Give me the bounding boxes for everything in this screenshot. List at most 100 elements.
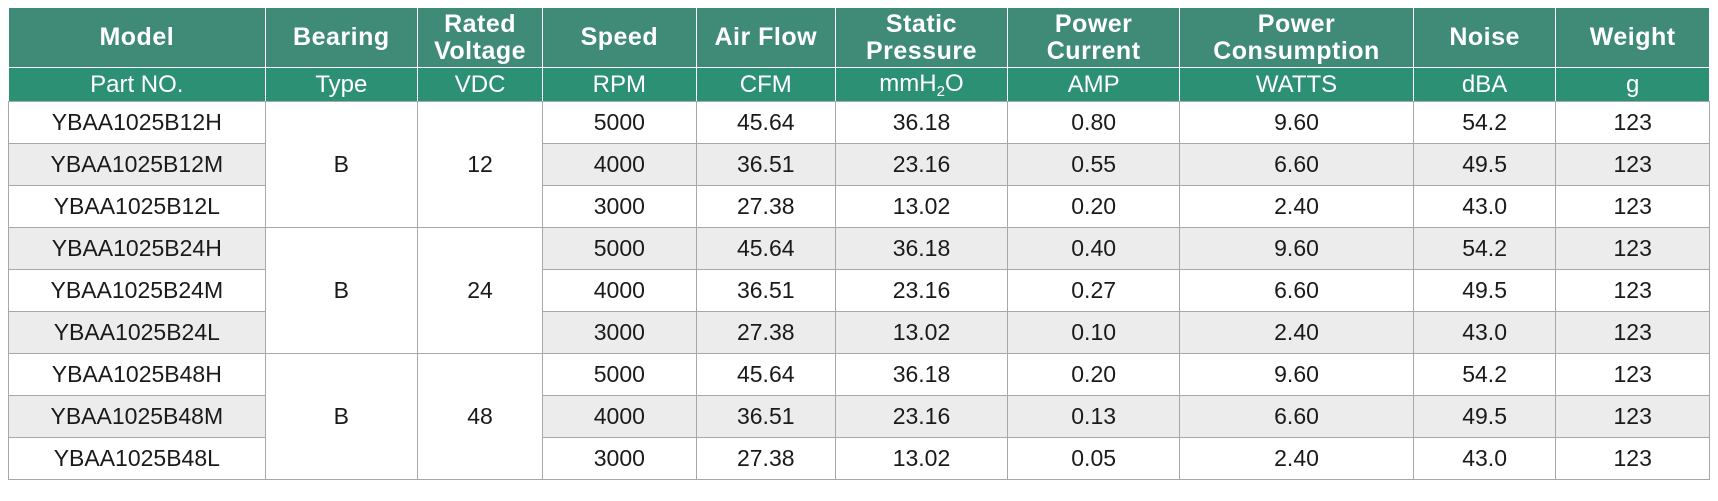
- header-power-consumption: Power Consumption: [1179, 7, 1414, 68]
- noise-cell: 54.2: [1412, 227, 1557, 270]
- bearing-cell: B: [264, 353, 419, 480]
- airflow-cell: 27.38: [695, 311, 836, 354]
- noise-cell: 49.5: [1412, 269, 1557, 312]
- pressure-cell: 13.02: [834, 311, 1009, 354]
- pressure-cell: 36.18: [834, 101, 1009, 144]
- weight-cell: 123: [1555, 143, 1710, 186]
- noise-cell: 54.2: [1412, 101, 1557, 144]
- table-row: YBAA1025B24H B 24 5000 45.64 36.18 0.40 …: [8, 227, 1710, 354]
- fan-spec-table: Model Bearing Rated Voltage Speed Air Flo…: [8, 7, 1710, 480]
- table-row: YBAA1025B48H B 48 5000 45.64 36.18 0.20 …: [8, 353, 1710, 480]
- unit-part-no: Part NO.: [8, 67, 266, 102]
- noise-cell: 43.0: [1412, 185, 1557, 228]
- power-cell: 2.40: [1179, 311, 1414, 354]
- power-cell: 9.60: [1179, 227, 1414, 270]
- pressure-cell: 23.16: [834, 395, 1009, 438]
- speed-cell: 4000: [542, 269, 697, 312]
- table-row: YBAA1025B12H B 12 5000 45.64 36.18 0.80 …: [8, 101, 1710, 228]
- noise-cell: 43.0: [1412, 311, 1557, 354]
- table-row: YBAA1025B24L 3000 27.38 13.02 0.10 2.40 …: [8, 311, 1710, 354]
- speed-cell: 3000: [542, 437, 697, 480]
- pressure-cell: 36.18: [834, 353, 1009, 396]
- speed-cell: 5000: [542, 353, 697, 396]
- current-cell: 0.05: [1007, 437, 1181, 480]
- noise-cell: 49.5: [1412, 143, 1557, 186]
- airflow-cell: 36.51: [695, 143, 836, 186]
- model-cell: YBAA1025B12H: [8, 101, 266, 144]
- unit-mmh2o: mmH2O: [834, 67, 1009, 102]
- noise-cell: 43.0: [1412, 437, 1557, 480]
- weight-cell: 123: [1555, 311, 1710, 354]
- airflow-cell: 45.64: [695, 101, 836, 144]
- weight-cell: 123: [1555, 185, 1710, 228]
- weight-cell: 123: [1555, 227, 1710, 270]
- unit-row: Part NO. Type VDC RPM CFM mmH2O AMP WATT…: [8, 67, 1710, 102]
- weight-cell: 123: [1555, 353, 1710, 396]
- power-cell: 6.60: [1179, 269, 1414, 312]
- pressure-cell: 23.16: [834, 269, 1009, 312]
- weight-cell: 123: [1555, 101, 1710, 144]
- speed-cell: 5000: [542, 227, 697, 270]
- unit-cfm: CFM: [695, 67, 836, 102]
- header-air-flow: Air Flow: [695, 7, 836, 68]
- header-static-pressure: Static Pressure: [834, 7, 1009, 68]
- pressure-cell: 23.16: [834, 143, 1009, 186]
- model-cell: YBAA1025B24L: [8, 311, 266, 354]
- header-noise: Noise: [1412, 7, 1557, 68]
- voltage-cell: 24: [417, 227, 544, 354]
- model-cell: YBAA1025B24H: [8, 227, 266, 270]
- bearing-cell: B: [264, 227, 419, 354]
- unit-dba: dBA: [1412, 67, 1557, 102]
- table-row: YBAA1025B24M 4000 36.51 23.16 0.27 6.60 …: [8, 269, 1710, 312]
- voltage-cell: 12: [417, 101, 544, 228]
- weight-cell: 123: [1555, 395, 1710, 438]
- header-power-current: Power Current: [1007, 7, 1181, 68]
- speed-cell: 3000: [542, 311, 697, 354]
- unit-rpm: RPM: [542, 67, 697, 102]
- weight-cell: 123: [1555, 269, 1710, 312]
- speed-cell: 4000: [542, 395, 697, 438]
- speed-cell: 4000: [542, 143, 697, 186]
- power-cell: 6.60: [1179, 143, 1414, 186]
- current-cell: 0.20: [1007, 353, 1181, 396]
- power-cell: 6.60: [1179, 395, 1414, 438]
- airflow-cell: 45.64: [695, 227, 836, 270]
- unit-g: g: [1555, 67, 1710, 102]
- model-cell: YBAA1025B24M: [8, 269, 266, 312]
- power-cell: 2.40: [1179, 185, 1414, 228]
- noise-cell: 54.2: [1412, 353, 1557, 396]
- model-cell: YBAA1025B48H: [8, 353, 266, 396]
- current-cell: 0.55: [1007, 143, 1181, 186]
- voltage-cell: 48: [417, 353, 544, 480]
- current-cell: 0.80: [1007, 101, 1181, 144]
- power-cell: 9.60: [1179, 353, 1414, 396]
- header-speed: Speed: [542, 7, 697, 68]
- pressure-cell: 13.02: [834, 437, 1009, 480]
- unit-type: Type: [264, 67, 419, 102]
- model-cell: YBAA1025B48L: [8, 437, 266, 480]
- power-cell: 2.40: [1179, 437, 1414, 480]
- airflow-cell: 36.51: [695, 395, 836, 438]
- unit-amp: AMP: [1007, 67, 1181, 102]
- noise-cell: 49.5: [1412, 395, 1557, 438]
- header-rated-voltage: Rated Voltage: [417, 7, 544, 68]
- current-cell: 0.20: [1007, 185, 1181, 228]
- speed-cell: 3000: [542, 185, 697, 228]
- airflow-cell: 36.51: [695, 269, 836, 312]
- header-row: Model Bearing Rated Voltage Speed Air Flo…: [8, 7, 1710, 68]
- airflow-cell: 45.64: [695, 353, 836, 396]
- model-cell: YBAA1025B12M: [8, 143, 266, 186]
- weight-cell: 123: [1555, 437, 1710, 480]
- pressure-cell: 36.18: [834, 227, 1009, 270]
- current-cell: 0.10: [1007, 311, 1181, 354]
- current-cell: 0.27: [1007, 269, 1181, 312]
- unit-vdc: VDC: [417, 67, 544, 102]
- unit-watts: WATTS: [1179, 67, 1414, 102]
- pressure-cell: 13.02: [834, 185, 1009, 228]
- speed-cell: 5000: [542, 101, 697, 144]
- table-row: YBAA1025B48M 4000 36.51 23.16 0.13 6.60 …: [8, 395, 1710, 438]
- power-cell: 9.60: [1179, 101, 1414, 144]
- table-row: YBAA1025B12L 3000 27.38 13.02 0.20 2.40 …: [8, 185, 1710, 228]
- current-cell: 0.13: [1007, 395, 1181, 438]
- airflow-cell: 27.38: [695, 185, 836, 228]
